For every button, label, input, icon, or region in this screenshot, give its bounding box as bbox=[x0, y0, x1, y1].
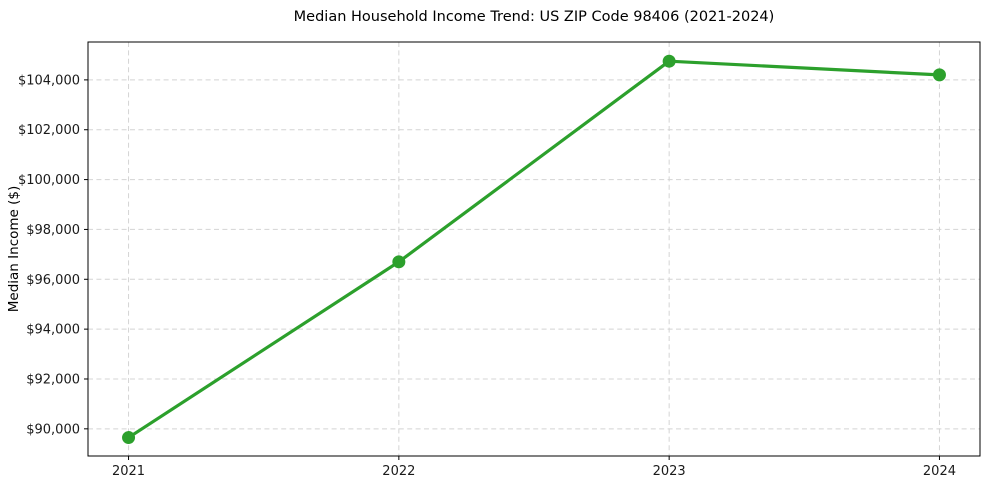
data-point-2021 bbox=[122, 431, 136, 445]
chart-title: Median Household Income Trend: US ZIP Co… bbox=[293, 9, 775, 25]
data-point-2024 bbox=[932, 68, 946, 82]
x-tick-label: 2023 bbox=[653, 464, 686, 479]
data-point-2022 bbox=[392, 255, 406, 269]
x-tick-label: 2024 bbox=[923, 464, 956, 479]
y-tick-label: $100,000 bbox=[18, 173, 80, 188]
plot-area bbox=[88, 42, 980, 456]
y-tick-label: $96,000 bbox=[26, 273, 80, 288]
plot-border bbox=[87, 41, 981, 457]
x-tick-label: 2022 bbox=[382, 464, 415, 479]
y-tick-label: $92,000 bbox=[26, 372, 80, 387]
data-point-2023 bbox=[662, 54, 676, 68]
y-tick-label: $90,000 bbox=[26, 422, 80, 437]
x-tick-label: 2021 bbox=[112, 464, 145, 479]
income-trend-line bbox=[126, 59, 942, 440]
y-tick-label: $98,000 bbox=[26, 223, 80, 238]
y-tick-label: $104,000 bbox=[18, 73, 80, 88]
y-tick-label: $102,000 bbox=[18, 123, 80, 138]
y-tick-label: $94,000 bbox=[26, 323, 80, 338]
